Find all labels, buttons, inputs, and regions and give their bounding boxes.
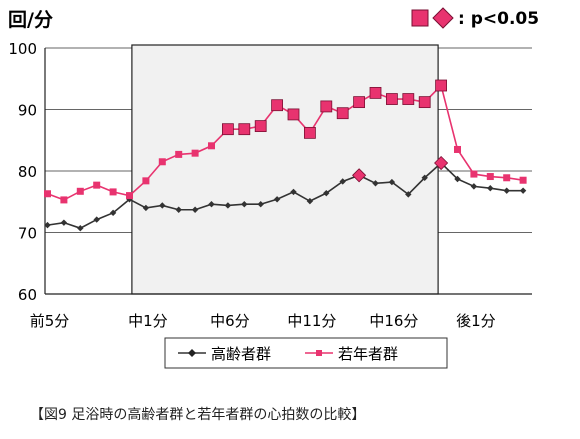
data-point [44, 190, 51, 198]
data-point [470, 170, 478, 178]
data-point [470, 183, 478, 190]
legend-label-elderly: 高齢者群 [211, 345, 271, 363]
series-layer [44, 79, 527, 232]
data-point [486, 173, 494, 181]
significant-square-point [369, 86, 382, 99]
legend-diamond-marker [432, 7, 454, 29]
data-point [93, 181, 101, 189]
significance-label: : p<0.05 [458, 9, 539, 29]
data-point [175, 206, 182, 213]
y-tick-labels: 60 70 80 90 100 [8, 40, 37, 304]
x-tick-label: 中11分 [287, 312, 336, 330]
significant-square-point [271, 99, 284, 112]
data-point [241, 201, 248, 208]
data-point [60, 219, 68, 226]
data-point [159, 202, 166, 209]
data-point [290, 188, 297, 196]
data-point [224, 202, 232, 209]
y-tick-label: 100 [8, 40, 37, 58]
y-tick-label: 70 [18, 225, 37, 243]
x-tick-label: 中6分 [210, 312, 250, 330]
data-point [454, 145, 461, 153]
data-point [257, 201, 264, 208]
significant-square-point [385, 93, 398, 105]
data-point [405, 191, 412, 198]
significant-square-point [402, 93, 415, 105]
data-point [503, 187, 510, 194]
legend-square-marker [411, 9, 429, 27]
data-point [191, 206, 199, 213]
significance-legend: : p<0.05 [411, 7, 539, 29]
data-point [208, 142, 215, 150]
legend-marker-young [316, 350, 322, 356]
significant-square-point [336, 107, 349, 120]
significant-square-point [320, 100, 333, 113]
legend-label-young: 若年者群 [338, 345, 398, 363]
data-point [44, 221, 51, 229]
significant-square-point [418, 96, 431, 109]
y-tick-label: 60 [18, 286, 37, 304]
figure-caption: 【図9 足浴時の高齢者群と若年者群の心拍数の比較】 [30, 407, 366, 423]
data-point [191, 149, 199, 157]
data-point [175, 150, 183, 158]
intervention-period-box [131, 44, 439, 295]
data-point [60, 196, 68, 204]
data-point [158, 158, 166, 166]
data-point [519, 187, 527, 194]
significant-square-point [353, 96, 366, 109]
x-tick-label: 後1分 [456, 312, 496, 330]
data-point [77, 224, 84, 232]
data-point [339, 178, 346, 185]
data-point [421, 174, 428, 181]
data-point [519, 176, 527, 184]
y-axis-label: 回/分 [8, 9, 53, 31]
x-tick-labels: 前5分 中1分 中6分 中11分 中16分 後1分 [30, 312, 496, 330]
data-point [454, 175, 461, 183]
data-point [503, 174, 511, 182]
series-legend: 高齢者群 若年者群 [164, 337, 448, 369]
data-point [372, 180, 379, 187]
significant-square-point [287, 108, 300, 121]
data-point [109, 188, 117, 196]
significant-square-point [254, 120, 267, 133]
data-point [76, 187, 84, 195]
y-tick-label: 80 [18, 163, 37, 181]
x-tick-label: 中1分 [128, 312, 168, 330]
data-point [273, 196, 281, 203]
data-point [487, 185, 494, 192]
data-point [306, 197, 314, 205]
data-point [93, 216, 100, 223]
significant-square-point [221, 123, 234, 136]
significant-square-point [435, 79, 448, 92]
data-point [323, 189, 330, 197]
legend-marker-elderly [188, 349, 196, 357]
x-tick-label: 前5分 [30, 312, 70, 330]
data-point [126, 192, 133, 200]
significant-diamond-point [352, 168, 367, 183]
data-point [208, 201, 215, 208]
data-point [388, 178, 396, 186]
significant-square-point [238, 123, 251, 136]
y-tick-label: 90 [18, 102, 37, 120]
x-tick-label: 中16分 [369, 312, 418, 330]
significant-diamond-point [434, 155, 449, 171]
heart-rate-chart: 回/分 60 70 80 90 100 前5分 中1分 中6分 中11分 中16分 後1分 : p… [8, 7, 539, 369]
data-point [142, 204, 150, 212]
significant-square-point [303, 126, 316, 139]
data-point [109, 209, 117, 217]
data-point [142, 177, 150, 185]
